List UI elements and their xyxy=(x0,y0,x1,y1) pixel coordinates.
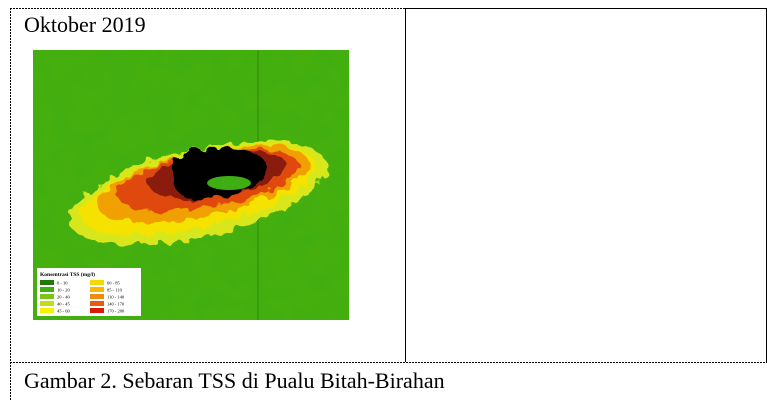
legend-label: 10 - 20 xyxy=(57,288,70,293)
legend-title: Konsentrasi TSS (mg/l) xyxy=(40,271,95,278)
legend-swatch xyxy=(90,280,104,285)
legend-swatch xyxy=(90,294,104,299)
legend-label: 85 - 110 xyxy=(107,288,123,293)
legend-swatch xyxy=(40,294,54,299)
cell-title: Oktober 2019 xyxy=(24,12,146,38)
legend-label: 40 - 45 xyxy=(57,302,70,307)
document-page: Oktober 2019 Konsentrasi TSS (mg/l xyxy=(0,0,767,400)
tss-map: Konsentrasi TSS (mg/l) 0 - 10 10 - 20 20 -… xyxy=(33,50,349,320)
figure-caption: Gambar 2. Sebaran TSS di Pualu Bitah-Bir… xyxy=(24,368,445,394)
legend-label: 20 - 40 xyxy=(57,295,70,300)
legend-swatch xyxy=(40,287,54,292)
legend-swatch xyxy=(40,308,54,313)
legend-label: 60 - 85 xyxy=(107,281,120,286)
legend-label: 110 - 140 xyxy=(107,295,125,300)
legend-label: 45 - 60 xyxy=(57,309,70,314)
legend-swatch xyxy=(90,308,104,313)
legend-label: 170 - 200 xyxy=(107,309,125,314)
legend-label: 0 - 10 xyxy=(57,281,68,286)
legend-swatch xyxy=(40,301,54,306)
legend-label: 140 - 170 xyxy=(107,302,125,307)
legend-swatch xyxy=(40,280,54,285)
island-vegetation xyxy=(207,176,251,190)
legend-swatch xyxy=(90,301,104,306)
legend-swatch xyxy=(90,287,104,292)
